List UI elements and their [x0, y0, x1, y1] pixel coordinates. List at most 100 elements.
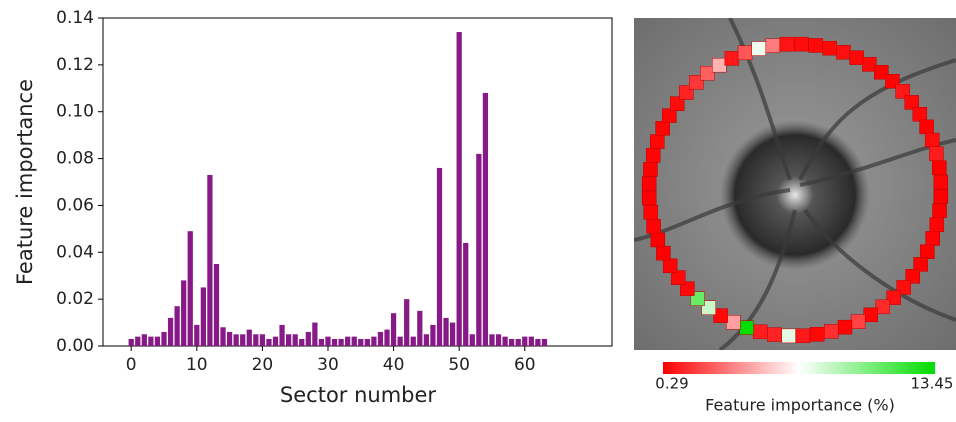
x-tick-label: 10	[186, 355, 208, 375]
bar	[476, 153, 482, 346]
sector-square	[712, 57, 727, 73]
y-tick-label: 0.00	[56, 336, 94, 356]
sector-square	[650, 232, 666, 248]
sector-square	[680, 281, 695, 296]
bar	[292, 334, 298, 346]
sector-square	[737, 45, 753, 61]
bar	[449, 322, 456, 346]
y-tick-label: 0.06	[56, 195, 94, 215]
bar	[331, 338, 338, 346]
sector-ring	[641, 36, 949, 344]
sector-square	[670, 270, 686, 285]
bar	[469, 334, 475, 346]
bar	[443, 317, 449, 346]
sector-square	[809, 327, 825, 342]
sector-square	[726, 315, 741, 330]
y-tick-label: 0.12	[56, 55, 94, 75]
sector-square	[655, 121, 670, 136]
bar	[489, 334, 495, 346]
sector-square	[929, 146, 944, 162]
sector-square	[641, 176, 657, 191]
bar	[135, 336, 141, 346]
sector-square	[670, 96, 685, 111]
bar	[128, 338, 134, 346]
bar	[390, 313, 397, 346]
sector-square	[751, 41, 767, 56]
sector-square	[905, 269, 920, 284]
bar	[266, 338, 272, 346]
sector-square	[795, 328, 811, 344]
bar	[430, 324, 436, 346]
bar	[259, 334, 266, 346]
bar	[456, 32, 462, 347]
bar	[174, 306, 180, 346]
x-tick-label: 40	[383, 355, 405, 375]
bar	[417, 310, 423, 346]
y-axis-label: Feature importance	[13, 79, 37, 285]
sector-square	[645, 148, 661, 163]
bar	[194, 324, 200, 346]
bar	[338, 338, 344, 346]
bar	[181, 280, 187, 346]
sector-square	[739, 320, 754, 335]
sector-square	[874, 65, 889, 80]
sector-square	[904, 95, 920, 110]
x-axis-label: Sector number	[280, 383, 437, 407]
sector-square	[920, 244, 935, 259]
sector-square	[662, 108, 677, 123]
bar	[200, 287, 206, 346]
bar	[541, 338, 548, 346]
sector-square	[781, 328, 796, 344]
sector-square	[646, 218, 661, 234]
bar	[528, 336, 534, 346]
sector-square	[895, 84, 910, 99]
sector-square	[662, 258, 678, 273]
y-tick-label: 0.04	[56, 242, 94, 262]
sector-square	[837, 319, 853, 335]
bar	[272, 336, 279, 346]
bar	[410, 336, 416, 346]
bar	[463, 242, 469, 346]
sector-square	[765, 38, 781, 53]
sector-square	[656, 245, 671, 261]
bar	[187, 231, 193, 346]
y-tick-label: 0.14	[56, 8, 94, 28]
bar	[502, 336, 508, 346]
x-tick-label: 30	[317, 355, 339, 375]
sector-square	[823, 324, 839, 339]
bar	[325, 336, 331, 346]
bar	[141, 334, 147, 346]
sector-square	[822, 40, 837, 56]
bar	[286, 334, 292, 346]
bar	[226, 331, 233, 346]
bar	[167, 317, 174, 346]
sector-square	[929, 217, 945, 232]
bar	[318, 338, 325, 346]
sector-square	[767, 327, 782, 342]
bar	[482, 92, 489, 346]
sector-square	[713, 308, 728, 323]
bar	[299, 338, 305, 346]
sector-square	[886, 290, 901, 305]
bar	[312, 322, 318, 346]
fundus-panel: 0.29 13.45 Feature importance (%)	[634, 18, 956, 415]
bar	[377, 331, 384, 346]
sector-square	[850, 314, 866, 329]
bar	[522, 336, 528, 346]
bar	[495, 334, 502, 346]
bar	[515, 338, 521, 346]
bar	[358, 338, 364, 346]
bar	[351, 336, 357, 346]
plot-frame	[102, 17, 613, 347]
sector-square	[925, 231, 940, 246]
sector-square	[689, 75, 704, 90]
sector-square	[808, 38, 823, 53]
bar	[154, 336, 161, 346]
sector-square	[794, 36, 809, 52]
colorbar-label: Feature importance (%)	[705, 396, 895, 415]
sector-square	[862, 57, 877, 72]
y-tick-label: 0.10	[56, 102, 94, 122]
sector-square	[932, 160, 947, 176]
colorbar	[663, 362, 935, 374]
